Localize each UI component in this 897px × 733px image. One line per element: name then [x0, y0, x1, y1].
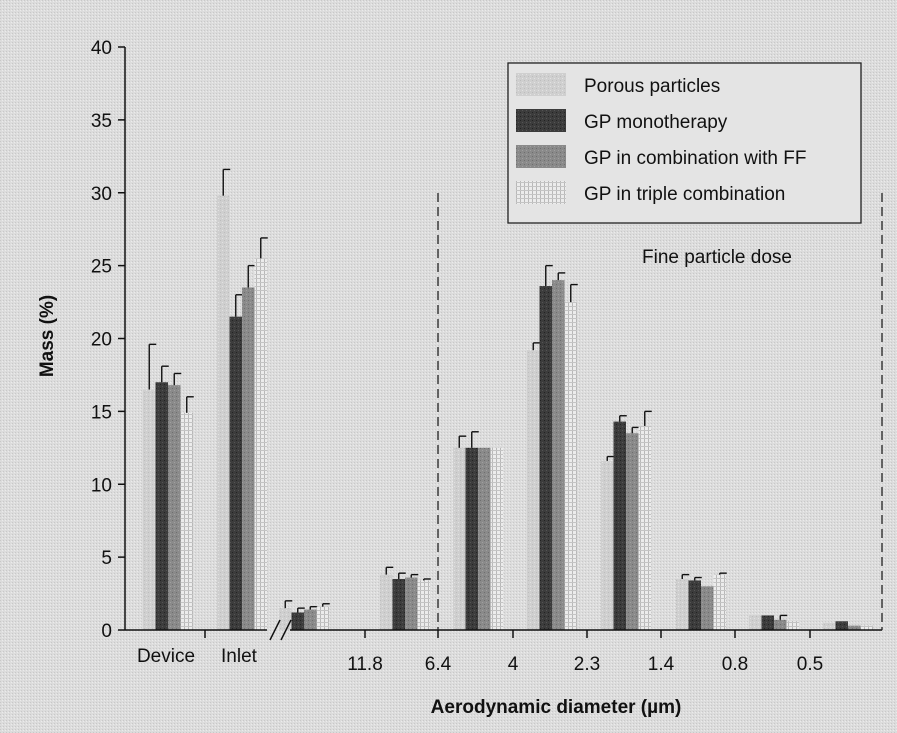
x-tick-label: 11.8: [347, 654, 383, 675]
bar: [392, 578, 405, 630]
bar: [786, 621, 799, 630]
bar: [465, 447, 478, 630]
bar: [291, 612, 304, 630]
axis-break-mark: [269, 619, 281, 641]
x-tick-label: 0.5: [797, 654, 823, 675]
bar: [626, 433, 639, 630]
x-category-label: Device: [137, 646, 195, 667]
bar: [552, 280, 565, 630]
bar: [316, 606, 329, 630]
bar: [860, 625, 873, 630]
bar: [774, 619, 787, 630]
bar: [638, 425, 651, 630]
bar: [217, 195, 230, 631]
bar: [688, 580, 701, 630]
y-tick-label: 0: [101, 621, 112, 642]
x-axis-title: Aerodynamic diameter (µm): [431, 697, 682, 718]
bar: [143, 389, 156, 630]
bar: [835, 621, 848, 630]
y-tick-label: 35: [91, 111, 112, 132]
bar: [168, 385, 181, 630]
y-axis-title: Mass (%): [37, 295, 58, 377]
bar: [527, 350, 540, 630]
bar: [453, 447, 466, 630]
legend-label: Porous particles: [584, 76, 720, 97]
bar: [490, 447, 503, 630]
bar: [701, 586, 714, 630]
legend-box: [507, 62, 862, 224]
legend-label: GP monotherapy: [584, 112, 728, 133]
bar: [713, 574, 726, 630]
bar: [304, 609, 317, 630]
legend: Porous particles GP monotherapy GP in comb…: [507, 62, 862, 224]
bar: [761, 615, 774, 630]
y-tick-label: 10: [91, 475, 112, 496]
bar: [155, 382, 168, 630]
legend-swatch: [516, 109, 566, 132]
bar: [613, 421, 626, 630]
legend-swatch: [516, 73, 566, 96]
bar: [539, 286, 552, 630]
y-tick-label: 30: [91, 184, 112, 205]
bar: [823, 622, 836, 630]
bar: [749, 615, 762, 630]
y-tick-label: 40: [91, 38, 112, 59]
y-tick-label: 20: [91, 330, 112, 351]
x-tick-label: 1.4: [648, 654, 675, 675]
legend-swatch: [516, 181, 566, 204]
bar: [242, 287, 255, 630]
bar: [180, 412, 193, 630]
bar: [601, 460, 614, 630]
y-tick-label: 15: [91, 402, 112, 423]
x-category-label: Inlet: [221, 646, 258, 667]
legend-label: GP in triple combination: [584, 184, 785, 205]
y-tick-label: 25: [91, 257, 112, 278]
bar: [380, 574, 393, 630]
bar: [478, 447, 491, 630]
bar: [848, 625, 861, 630]
bars-layer: [143, 168, 873, 631]
x-tick-label: 4: [508, 654, 519, 675]
axis-break-mark: [280, 619, 292, 641]
bar: [564, 302, 577, 630]
bar: [417, 580, 430, 630]
legend-label: GP in combination with FF: [584, 148, 806, 169]
axes-layer: [118, 46, 883, 641]
bar: [279, 608, 292, 630]
bar: [676, 578, 689, 630]
x-tick-label: 0.8: [722, 654, 748, 675]
x-tick-label: 6.4: [425, 654, 452, 675]
legend-swatch: [516, 145, 566, 168]
labels-layer: 0 5 10 15 20 25 30 35 40 Device Inlet 11.8 6.4 4 2.3 1.…: [37, 38, 823, 718]
bar: [254, 258, 267, 630]
bar: [405, 577, 418, 630]
x-tick-label: 2.3: [574, 654, 600, 675]
bar: [229, 316, 242, 630]
fine-particle-dose-annotation: Fine particle dose: [642, 247, 792, 268]
y-tick-label: 5: [101, 548, 112, 569]
